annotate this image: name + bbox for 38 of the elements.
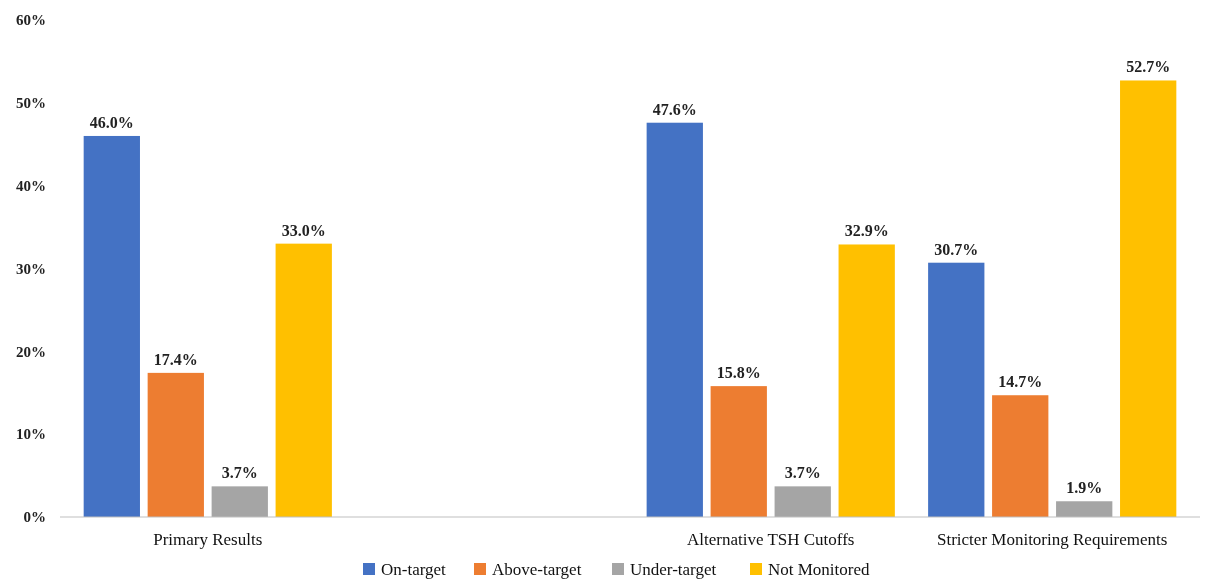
data-label: 17.4% — [153, 350, 198, 368]
bar — [147, 372, 204, 517]
data-label: 47.6% — [652, 100, 697, 118]
x-tick-label: Primary Results — [153, 530, 263, 549]
data-label: 32.9% — [844, 222, 889, 240]
data-label: 46.0% — [89, 113, 134, 131]
legend-label: On-target — [381, 559, 447, 579]
data-label: 14.7% — [998, 373, 1043, 391]
data-label: 52.7% — [1126, 58, 1171, 76]
y-tick-label: 40% — [16, 177, 46, 194]
data-label: 1.9% — [1066, 479, 1103, 497]
data-label: 3.7% — [221, 464, 258, 482]
bar — [211, 486, 268, 517]
data-label: 30.7% — [934, 240, 979, 258]
x-tick-label: Alternative TSH Cutoffs — [687, 530, 855, 549]
x-tick-label: Stricter Monitoring Requirements — [937, 530, 1168, 549]
y-tick-label: 60% — [16, 12, 46, 29]
bar — [992, 395, 1049, 517]
legend-label: Above-target — [492, 559, 582, 579]
bar — [1056, 501, 1113, 517]
legend-label: Under-target — [630, 559, 717, 579]
y-tick-label: 0% — [23, 509, 46, 526]
y-tick-label: 10% — [16, 426, 46, 443]
y-tick-label: 30% — [16, 260, 46, 277]
bar — [275, 243, 332, 517]
bar — [710, 386, 767, 517]
bar — [1120, 80, 1177, 517]
y-tick-label: 50% — [16, 95, 46, 112]
bar — [928, 262, 985, 517]
data-label: 15.8% — [716, 364, 761, 382]
legend-label: Not Monitored — [768, 559, 871, 579]
data-label: 33.0% — [281, 221, 326, 239]
data-label: 3.7% — [784, 464, 821, 482]
y-tick-label: 20% — [16, 343, 46, 360]
bar — [774, 486, 831, 517]
bar — [646, 122, 703, 517]
bar — [838, 244, 895, 517]
bar — [83, 135, 140, 517]
